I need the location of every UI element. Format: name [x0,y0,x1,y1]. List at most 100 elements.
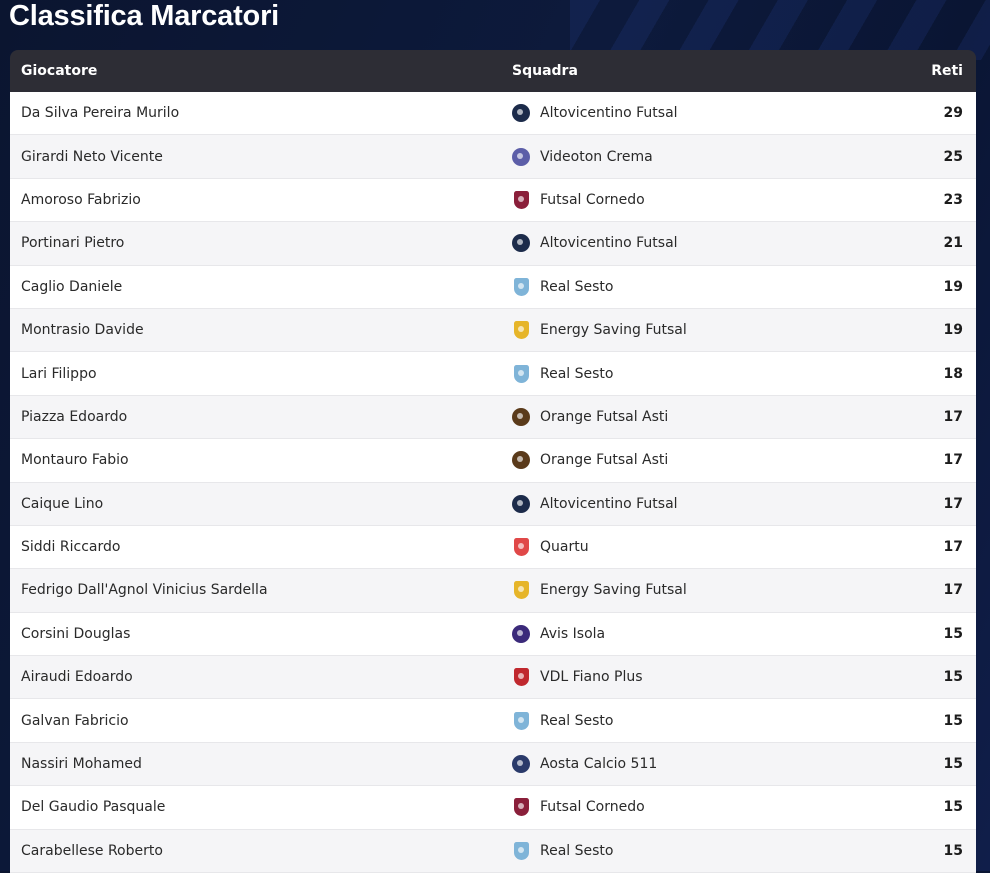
player-name[interactable]: Caglio Daniele [21,278,123,295]
real-sesto-crest-icon [514,711,529,730]
team-cell[interactable]: Orange Futsal Asti [500,451,856,470]
goals-count: 17 [943,582,963,599]
table-row[interactable]: Amoroso Fabrizio Futsal Cornedo 23 [10,178,976,223]
team-cell[interactable]: Altovicentino Futsal [500,234,856,253]
player-name[interactable]: Portinari Pietro [21,235,125,252]
table-body: Da Silva Pereira Murilo Altovicentino Fut… [10,92,976,873]
altovicentino-crest-icon [512,494,530,513]
player-name[interactable]: Piazza Edoardo [21,408,128,425]
table-row[interactable]: Nassiri Mohamed Aosta Calcio 511 15 [10,742,976,787]
team-cell[interactable]: Videoton Crema [500,147,856,166]
column-header-player[interactable]: Giocatore [21,63,98,79]
player-name[interactable]: Fedrigo Dall'Agnol Vinicius Sardella [21,582,268,599]
team-cell[interactable]: Orange Futsal Asti [500,407,856,426]
table-row[interactable]: Piazza Edoardo Orange Futsal Asti 17 [10,395,976,440]
team-name: Futsal Cornedo [540,799,645,816]
orange-asti-crest-icon [512,451,530,470]
table-row[interactable]: Montrasio Davide Energy Saving Futsal 19 [10,308,976,353]
table-row[interactable]: Galvan Fabricio Real Sesto 15 [10,699,976,743]
player-name[interactable]: Montauro Fabio [21,452,129,469]
player-name[interactable]: Amoroso Fabrizio [21,191,141,208]
player-name[interactable]: Caique Lino [21,495,104,512]
player-name[interactable]: Airaudi Edoardo [21,669,133,686]
team-name: Altovicentino Futsal [540,495,678,512]
team-cell[interactable]: Energy Saving Futsal [500,581,856,600]
player-name[interactable]: Lari Filippo [21,365,97,382]
team-name: Videoton Crema [540,148,653,165]
team-cell[interactable]: Aosta Calcio 511 [500,755,856,774]
table-row[interactable]: Del Gaudio Pasquale Futsal Cornedo 15 [10,786,976,830]
goals-count: 19 [943,278,963,295]
team-cell[interactable]: VDL Fiano Plus [500,668,856,687]
table-row[interactable]: Fedrigo Dall'Agnol Vinicius Sardella Ener… [10,569,976,613]
cornedo-crest-icon [514,798,529,817]
player-name[interactable]: Corsini Douglas [21,625,131,642]
table-row[interactable]: Caglio Daniele Real Sesto 19 [10,265,976,309]
goals-count: 23 [943,191,963,208]
orange-asti-crest-icon [512,407,530,426]
goals-count: 15 [943,669,963,686]
column-header-team[interactable]: Squadra [512,63,578,79]
team-name: Futsal Cornedo [540,191,645,208]
team-name: Energy Saving Futsal [540,322,687,339]
goals-count: 15 [943,842,963,859]
table-row[interactable]: Carabellese Roberto Real Sesto 15 [10,829,976,873]
team-name: Real Sesto [540,712,614,729]
team-name: Real Sesto [540,278,614,295]
team-cell[interactable]: Futsal Cornedo [500,190,856,209]
team-cell[interactable]: Real Sesto [500,841,856,860]
player-name[interactable]: Siddi Riccardo [21,539,121,556]
team-cell[interactable]: Real Sesto [500,364,856,383]
team-cell[interactable]: Real Sesto [500,711,856,730]
quartu-crest-icon [514,538,529,557]
table-row[interactable]: Siddi Riccardo Quartu 17 [10,525,976,570]
cornedo-crest-icon [514,190,529,209]
altovicentino-crest-icon [512,104,530,123]
column-header-goals[interactable]: Reti [931,63,963,79]
team-name: Altovicentino Futsal [540,105,678,122]
player-name[interactable]: Nassiri Mohamed [21,756,142,773]
team-cell[interactable]: Altovicentino Futsal [500,494,856,513]
table-row[interactable]: Girardi Neto Vicente Videoton Crema 25 [10,135,976,179]
player-name[interactable]: Del Gaudio Pasquale [21,799,166,816]
goals-count: 17 [943,495,963,512]
team-name: Orange Futsal Asti [540,408,669,425]
table-row[interactable]: Portinari Pietro Altovicentino Futsal 21 [10,222,976,266]
player-name[interactable]: Carabellese Roberto [21,842,163,859]
team-name: Altovicentino Futsal [540,235,678,252]
team-name: VDL Fiano Plus [540,669,643,686]
videoton-crest-icon [512,147,530,166]
team-name: Avis Isola [540,625,606,642]
table-row[interactable]: Lari Filippo Real Sesto 18 [10,352,976,396]
goals-count: 21 [943,235,963,252]
player-name[interactable]: Galvan Fabricio [21,712,129,729]
team-cell[interactable]: Avis Isola [500,624,856,643]
goals-count: 29 [943,105,963,122]
player-name[interactable]: Girardi Neto Vicente [21,148,163,165]
team-cell[interactable]: Altovicentino Futsal [500,104,856,123]
altovicentino-crest-icon [512,234,530,253]
goals-count: 25 [943,148,963,165]
scorers-table: Giocatore Squadra Reti Da Silva Pereira … [10,50,976,873]
vdl-fiano-crest-icon [514,668,529,687]
aosta-crest-icon [512,755,530,774]
energy-saving-crest-icon [514,321,529,340]
team-cell[interactable]: Real Sesto [500,277,856,296]
team-cell[interactable]: Futsal Cornedo [500,798,856,817]
table-row[interactable]: Corsini Douglas Avis Isola 15 [10,612,976,657]
team-name: Real Sesto [540,365,614,382]
table-row[interactable]: Da Silva Pereira Murilo Altovicentino Fut… [10,92,976,136]
goals-count: 15 [943,625,963,642]
team-name: Quartu [540,539,589,556]
player-name[interactable]: Da Silva Pereira Murilo [21,105,180,122]
team-cell[interactable]: Quartu [500,538,856,557]
table-row[interactable]: Montauro Fabio Orange Futsal Asti 17 [10,439,976,483]
table-row[interactable]: Airaudi Edoardo VDL Fiano Plus 15 [10,656,976,700]
goals-count: 19 [943,322,963,339]
table-row[interactable]: Caique Lino Altovicentino Futsal 17 [10,482,976,526]
team-cell[interactable]: Energy Saving Futsal [500,321,856,340]
goals-count: 17 [943,408,963,425]
real-sesto-crest-icon [514,364,529,383]
player-name[interactable]: Montrasio Davide [21,322,144,339]
team-name: Aosta Calcio 511 [540,756,658,773]
